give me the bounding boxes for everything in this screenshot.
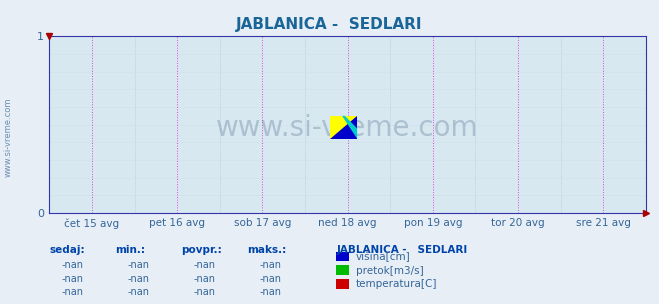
Text: pretok[m3/s]: pretok[m3/s] [356,266,424,275]
Text: -nan: -nan [259,260,281,270]
Text: JABLANICA -   SEDLARI: JABLANICA - SEDLARI [336,245,467,255]
Text: -nan: -nan [259,274,281,284]
Text: temperatura[C]: temperatura[C] [356,279,438,289]
Text: povpr.:: povpr.: [181,245,222,255]
Bar [330,116,357,139]
Text: -nan: -nan [61,287,84,297]
Text: www.si-vreme.com: www.si-vreme.com [216,114,479,142]
Text: min.:: min.: [115,245,146,255]
Text: -nan: -nan [127,287,150,297]
Text: višina[cm]: višina[cm] [356,252,411,262]
Text: maks.:: maks.: [247,245,287,255]
Polygon shape [330,116,357,139]
Text: www.si-vreme.com: www.si-vreme.com [3,97,13,177]
Text: -nan: -nan [193,274,215,284]
Text: -nan: -nan [61,274,84,284]
Polygon shape [330,116,357,139]
Text: -nan: -nan [193,260,215,270]
Text: JABLANICA -  SEDLARI: JABLANICA - SEDLARI [236,17,423,32]
Text: -nan: -nan [127,274,150,284]
Text: -nan: -nan [193,287,215,297]
Text: -nan: -nan [127,260,150,270]
Text: -nan: -nan [259,287,281,297]
Text: sedaj:: sedaj: [49,245,85,255]
Text: -nan: -nan [61,260,84,270]
